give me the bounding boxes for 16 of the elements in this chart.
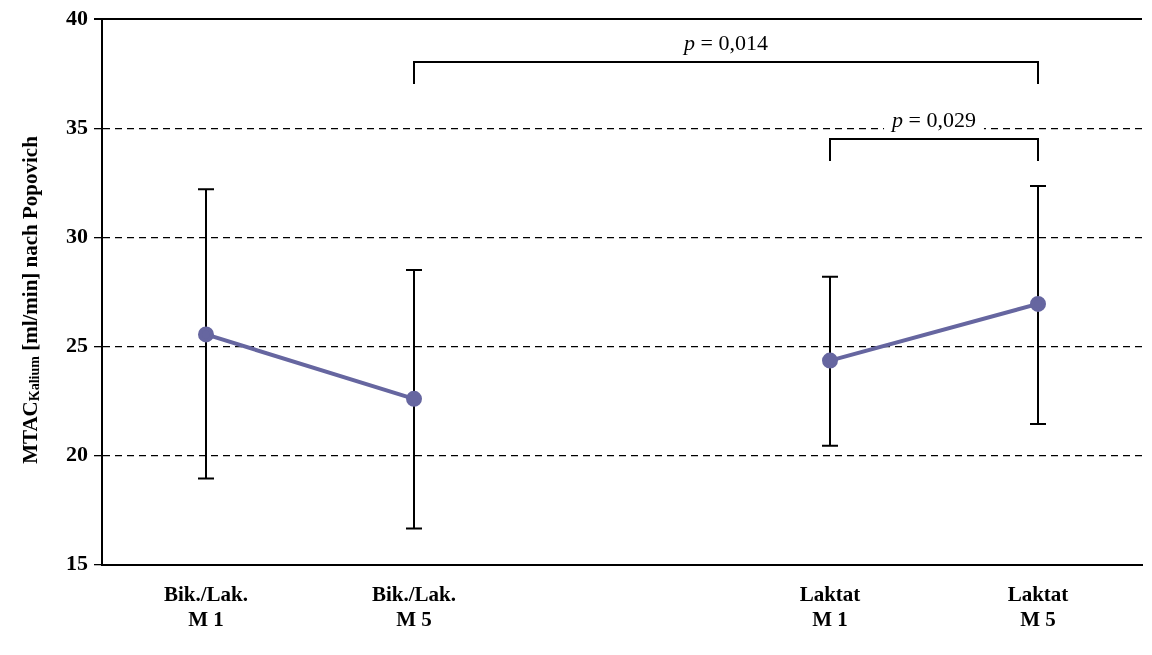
point <box>198 326 214 343</box>
x-tick-label: Laktat M 1 <box>799 581 861 631</box>
y-tick-label: 15 <box>66 550 88 576</box>
x-tick-label: Laktat M 5 <box>1007 581 1069 631</box>
x-tick-label: Bik./Lak. M 1 <box>163 581 249 631</box>
x-tick-label: Bik./Lak. M 5 <box>371 581 457 631</box>
y-tick-label: 25 <box>66 332 88 358</box>
annotation: p = 0,029 <box>890 107 976 132</box>
y-tick-label: 40 <box>66 4 88 30</box>
y-tick-label: 20 <box>66 441 88 467</box>
point <box>406 390 422 407</box>
y-tick-label: 30 <box>66 223 88 249</box>
point <box>822 352 838 369</box>
annotation: p = 0,014 <box>682 30 768 55</box>
point <box>1030 295 1046 312</box>
y-tick-label: 35 <box>66 113 88 139</box>
